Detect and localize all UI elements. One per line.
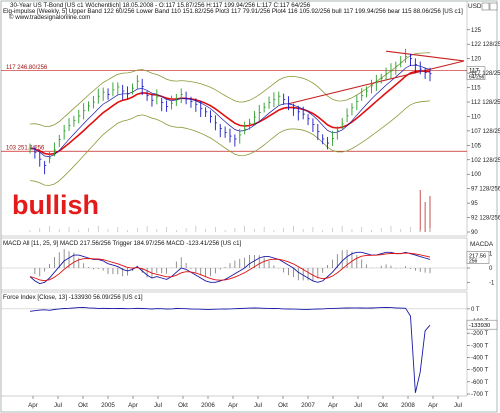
current-price-sub-label: 64/256 xyxy=(469,75,485,81)
time-axis-label: Jul xyxy=(354,402,362,409)
force-plot xyxy=(1,306,467,393)
horizontal-levels: 117 246.80/256 103 251.6/256 xyxy=(1,65,467,152)
time-axis-label: Jul xyxy=(454,402,462,409)
panel-settings-icon[interactable] xyxy=(481,2,490,11)
time-axis: Apr Jul Okt 2005 Apr Jul Okt 2006 Apr Jul Okt 2007 A… xyxy=(28,396,462,409)
time-axis-label: Apr xyxy=(28,402,38,409)
time-axis-label: 2005 xyxy=(101,402,115,409)
lower-envelope-line xyxy=(29,100,431,186)
macd-header: MACD All [11, 25, 9] MACD 217.56/256 Tri… xyxy=(3,240,494,248)
force-axis-tick-label: -700 T xyxy=(471,392,489,398)
price-panel-header: 30-Year US T-Bond [US c1 Wöchentlich] 18… xyxy=(3,2,498,21)
time-axis-label: Apr xyxy=(228,402,238,409)
price-axis-tick-label: 122 128/256 xyxy=(471,42,500,48)
price-axis-tick-label: 100 xyxy=(471,172,482,178)
current-price-label: 117 xyxy=(469,68,479,75)
force-current-box xyxy=(466,319,498,330)
price-axis-tick-label: 95 xyxy=(471,201,478,207)
force-axis-tick-label: -600 T xyxy=(471,380,489,386)
time-axis-label: Okt xyxy=(78,402,88,409)
time-axis-label: Apr xyxy=(328,402,338,409)
elder-impulse-legend: Elg-impulse [Weekly, 5] Upper Band 122 6… xyxy=(3,8,463,15)
macd-axis-label: MACDA xyxy=(470,241,494,248)
price-panel-title: 30-Year US T-Bond [US c1 Wöchentlich] 18… xyxy=(10,2,311,9)
macd-line xyxy=(29,251,431,285)
time-axis-label: Jul xyxy=(54,402,62,409)
upper-envelope-line xyxy=(29,52,431,127)
time-axis-label: 2007 xyxy=(301,402,315,409)
bullish-annotation: bullish xyxy=(12,190,99,220)
macd-current-sub-label: 256 xyxy=(469,258,478,264)
watermark: © www.tradesignalonline.com xyxy=(9,14,90,21)
time-axis-label: Apr xyxy=(128,402,138,409)
macd-current-label: 217.56 xyxy=(469,253,486,259)
macd-axis-tick-label: 0 xyxy=(489,266,493,272)
price-axis-tick-label: 117 128/256 xyxy=(471,71,500,77)
price-axis-tick-label: 120 xyxy=(471,57,482,63)
macd-panel xyxy=(0,237,468,291)
price-axis-tick-label: 105 xyxy=(471,143,482,149)
force-axis: 0 T-100 T-200 T-300 T-400 T-500 T-600 T-… xyxy=(466,307,498,398)
horizontal-level-label: 117 246.80/256 xyxy=(6,65,48,71)
force-current-label: -133930 xyxy=(469,323,490,329)
macd-legend: MACD All [11, 25, 9] MACD 217.56/256 Tri… xyxy=(3,240,242,247)
price-panel xyxy=(0,0,468,237)
upper-trendline xyxy=(386,50,465,62)
time-axis-label: Apr xyxy=(428,402,438,409)
macd-axis-tick-label: -1 xyxy=(489,280,495,286)
price-axis-tick-label: 125 xyxy=(471,28,482,34)
price-axis-tick-label: 107 128/256 xyxy=(471,129,500,135)
force-axis-tick-label: 0 T xyxy=(471,307,480,313)
slow-ema-line xyxy=(29,70,431,156)
panel-close-icon[interactable] xyxy=(489,2,498,11)
price-axis-tick-label: 92 128/256 xyxy=(471,216,500,222)
force-header: Force Index [Close, 13] -133930 56.09/25… xyxy=(3,294,143,301)
macd-signal-line xyxy=(29,252,431,282)
force-panel xyxy=(0,291,468,397)
fast-ema-line xyxy=(29,64,431,157)
time-axis-label: Okt xyxy=(378,402,388,409)
time-axis-label: Jul xyxy=(254,402,262,409)
price-axis: 125 122 128/256 120 117 128/256 115 112 128/2… xyxy=(467,28,500,236)
price-axis-tick-label: 115 xyxy=(471,86,481,92)
force-axis-tick-label: -300 T xyxy=(471,343,489,349)
macd-axis-tick-label: 1 xyxy=(489,252,493,258)
force-index-line xyxy=(29,306,431,393)
price-axis-tick-label: 97 128/256 xyxy=(471,187,500,193)
macd-plot xyxy=(1,249,467,285)
force-axis-tick-label: -500 T xyxy=(471,368,489,374)
force-legend: Force Index [Close, 13] -133930 56.09/25… xyxy=(3,294,143,301)
macd-current-box xyxy=(466,251,490,264)
time-axis-label: 2008 xyxy=(401,402,415,409)
price-axis-unit-label: USD xyxy=(468,3,482,10)
time-axis-label: Okt xyxy=(278,402,288,409)
time-axis-label: Jul xyxy=(154,402,162,409)
time-axis-label: Okt xyxy=(178,402,188,409)
volume-bars xyxy=(29,190,431,232)
force-axis-tick-label: -400 T xyxy=(471,356,489,362)
price-axis-tick-label: 110 xyxy=(471,114,481,120)
price-axis-tick-label: 112 128/256 xyxy=(471,100,500,106)
time-axis-label: 2006 xyxy=(201,402,215,409)
price-axis-tick-label: 102 128/256 xyxy=(471,158,500,164)
price-axis-tick-label: 90 xyxy=(471,230,478,236)
horizontal-level-label: 103 251.6/256 xyxy=(6,146,45,152)
force-axis-tick-label: -200 T xyxy=(471,331,489,337)
